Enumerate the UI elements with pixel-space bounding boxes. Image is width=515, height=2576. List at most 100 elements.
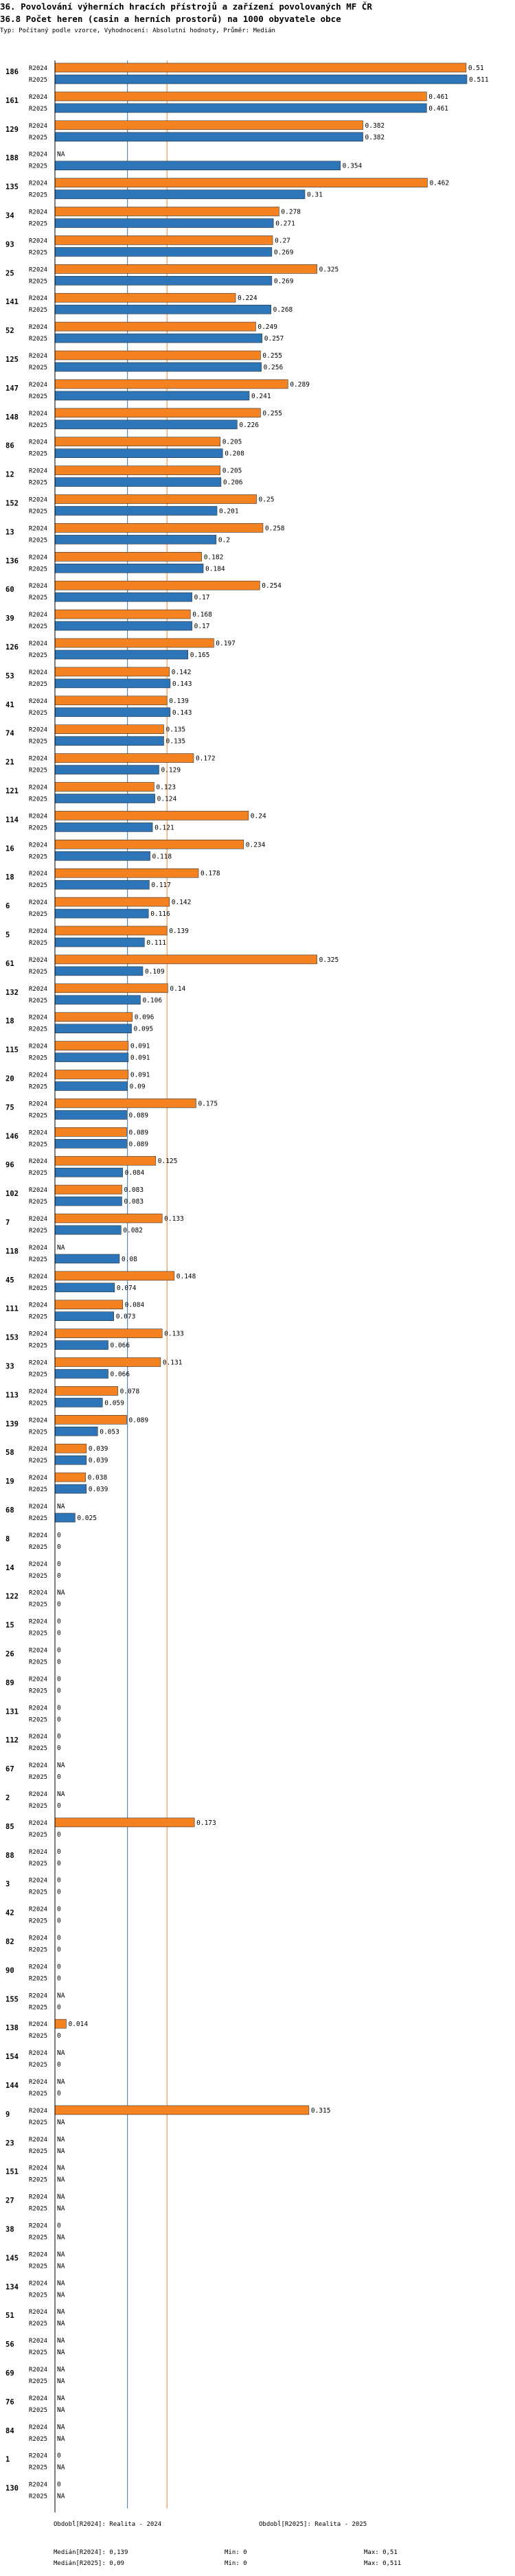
series-label: R2024: [29, 669, 47, 676]
data-label: 0.197: [216, 640, 236, 647]
series-label: R2024: [29, 1705, 47, 1712]
category-label: 130: [5, 2485, 19, 2493]
bar-r2024: [54, 695, 168, 706]
data-label: 0: [57, 1561, 61, 1568]
bar-r2024: [54, 523, 264, 533]
data-label: 0.078: [120, 1388, 140, 1395]
data-label: 0.096: [135, 1014, 154, 1022]
data-label: 0: [57, 2003, 61, 2011]
bar-r2024: [54, 753, 194, 763]
bar-r2025: [54, 908, 149, 919]
category-label: 26: [5, 1651, 14, 1659]
bar-r2025: [54, 794, 155, 803]
category-label: 41: [5, 701, 14, 709]
category-label: 75: [5, 1103, 14, 1112]
category-label: 7: [5, 1219, 10, 1227]
category-label: 153: [5, 1334, 19, 1342]
category-label: 42: [5, 1909, 14, 1918]
category-label: 60: [5, 586, 14, 594]
data-label: 0.139: [169, 698, 189, 705]
data-label: 0.142: [172, 899, 192, 906]
series-label: R2025: [29, 1170, 47, 1177]
bar-r2025: [54, 506, 218, 516]
bar-r2025: [54, 621, 192, 631]
bar-r2024: [54, 667, 170, 677]
bar-r2025: [54, 1110, 127, 1120]
series-label: R2025: [29, 2465, 47, 2472]
bar-r2025: [54, 362, 262, 372]
na-label: NA: [57, 1244, 65, 1252]
bar-r2024: [54, 350, 261, 360]
data-label: 0.117: [151, 882, 171, 889]
category-label: 135: [5, 183, 19, 192]
data-label: 0.111: [146, 939, 166, 947]
category-label: 136: [5, 557, 19, 565]
series-label: R2024: [29, 1302, 47, 1309]
series-label: R2025: [29, 135, 47, 141]
bar-r2025: [54, 1484, 87, 1494]
data-label: 0.083: [124, 1186, 144, 1194]
series-label: R2024: [29, 1878, 47, 1885]
bar-r2025: [54, 419, 238, 430]
series-label: R2024: [29, 1331, 47, 1338]
legend-period-r2025: Obdobĺ[R2025]: Realita - 2025: [259, 2521, 367, 2528]
max-r2025: Max: 0,511: [364, 2560, 402, 2567]
category-label: 138: [5, 2024, 19, 2032]
na-label: NA: [57, 2251, 65, 2258]
series-label: R2024: [29, 2108, 47, 2115]
bar-r2024: [54, 235, 273, 245]
na-label: NA: [57, 2320, 65, 2327]
bar-r2025: [54, 1081, 128, 1091]
data-label: 0.325: [319, 266, 339, 273]
category-label: 86: [5, 442, 14, 450]
data-label: 0.382: [365, 134, 385, 141]
data-label: 0.269: [274, 277, 294, 285]
data-label: 0.089: [129, 1129, 149, 1136]
series-label: R2025: [29, 1832, 47, 1839]
bar-r2024: [54, 437, 221, 447]
bar-r2024: [54, 638, 214, 648]
bar-r2025: [54, 218, 274, 228]
na-label: NA: [57, 2424, 65, 2431]
bar-r2024: [54, 1817, 195, 1828]
series-label: R2024: [29, 1388, 47, 1395]
data-label: 0.325: [319, 956, 339, 964]
bar-r2025: [54, 448, 223, 459]
data-label: 0: [57, 1630, 61, 1637]
data-label: 0.182: [204, 553, 224, 561]
bar-r2024: [54, 321, 256, 332]
series-label: R2024: [29, 468, 47, 475]
series-label: R2025: [29, 1803, 47, 1810]
data-label: 0: [57, 1975, 61, 1982]
category-label: 188: [5, 154, 19, 163]
data-label: 0.09: [130, 1083, 146, 1091]
category-label: 141: [5, 298, 19, 306]
bar-r2024: [54, 1329, 163, 1338]
series-label: R2025: [29, 2148, 47, 2155]
series-label: R2025: [29, 1745, 47, 1752]
data-label: 0.208: [225, 450, 244, 458]
data-label: 0.271: [275, 220, 295, 228]
max-r2024: Max: 0,51: [364, 2549, 398, 2556]
series-label: R2025: [29, 1659, 47, 1666]
series-label: R2024: [29, 842, 47, 849]
category-label: 9: [5, 2111, 10, 2119]
series-label: R2025: [29, 1918, 47, 1925]
data-label: 0.25: [259, 496, 275, 504]
series-label: R2025: [29, 249, 47, 256]
series-label: R2025: [29, 1026, 47, 1033]
series-label: R2025: [29, 1515, 47, 1522]
category-label: 113: [5, 1391, 19, 1399]
na-label: NA: [57, 2291, 65, 2299]
series-label: R2024: [29, 2482, 47, 2489]
series-label: R2024: [29, 2424, 47, 2431]
data-label: 0.089: [129, 1112, 149, 1119]
category-label: 139: [5, 1420, 19, 1428]
series-label: R2025: [29, 2091, 47, 2097]
data-label: 0.133: [164, 1331, 184, 1338]
data-label: 0.268: [273, 306, 293, 314]
bar-r2025: [54, 161, 341, 170]
series-label: R2025: [29, 2263, 47, 2270]
data-label: 0.039: [89, 1486, 108, 1493]
data-label: 0.084: [125, 1169, 145, 1177]
